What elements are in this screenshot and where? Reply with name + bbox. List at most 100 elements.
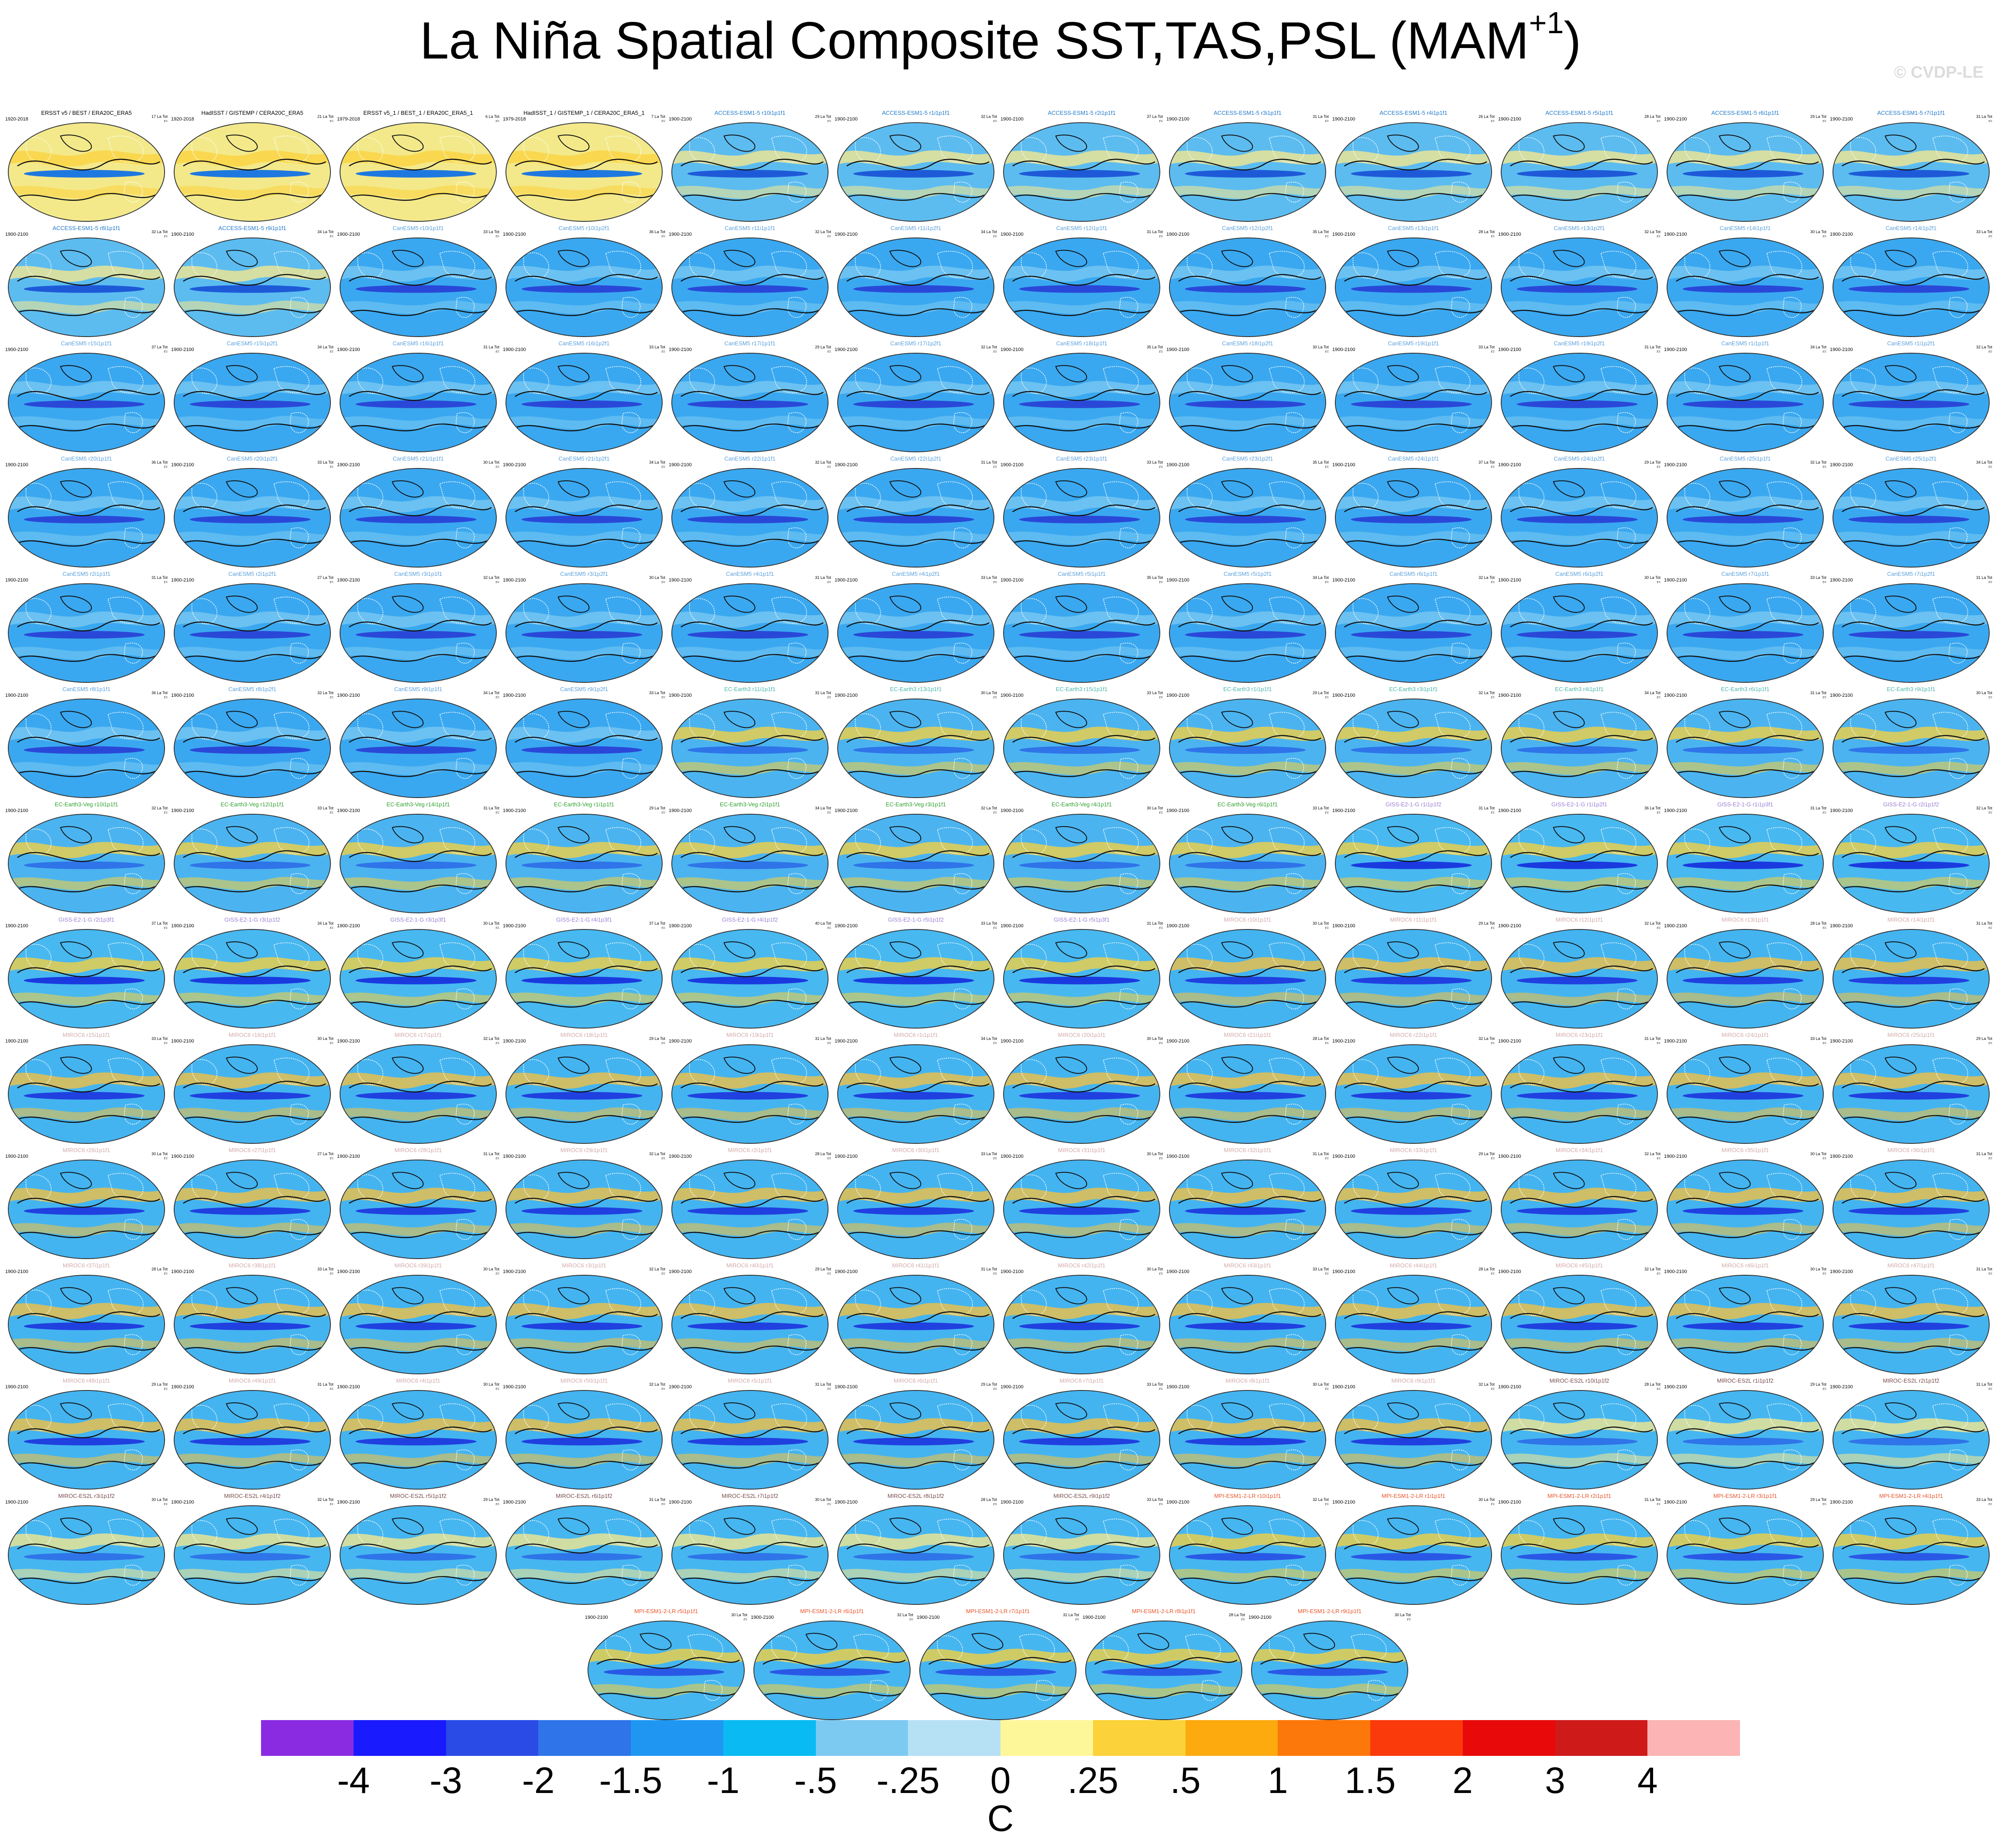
panel-years: 1900-2100: [1166, 1269, 1190, 1274]
panel-stats: 30 La Tot r=: [1810, 1267, 1826, 1276]
panel-years: 1900-2100: [669, 117, 692, 122]
colorbar-tick-label: -3: [430, 1760, 462, 1801]
world-map: [8, 1044, 165, 1144]
world-map: [1501, 814, 1658, 913]
map-panel: MIROC6 r22i1p1f1 1900-2100 32 La Tot r=: [1332, 1032, 1495, 1146]
world-map: [1833, 583, 1990, 683]
panel-years: 1900-2100: [1498, 923, 1521, 929]
world-map: [1667, 1044, 1824, 1144]
world-map: [1169, 1044, 1326, 1144]
map-panel: CanESM5 r13i1p1f1 1900-2100 28 La Tot r=: [1332, 225, 1495, 340]
panel-years: 1900-2100: [5, 347, 28, 352]
panel-years: 1900-2100: [669, 462, 692, 468]
panel-stats: 33 La Tot r=: [1313, 1267, 1329, 1276]
panel-title: MPI-ESM1-2-LR r10i1p1f1: [1214, 1493, 1281, 1499]
panel-years: 1900-2100: [1000, 1384, 1024, 1390]
world-map: [505, 353, 663, 452]
map-panel: CanESM5 r7i1p1f1 1900-2100 33 La Tot r=: [1664, 571, 1826, 685]
panel-title: CanESM5 r18i1p1f1: [1056, 341, 1107, 347]
world-map: [837, 1505, 994, 1605]
panel-title: ACCESS-ESM1-5 r1i1p1f1: [882, 110, 950, 116]
panel-years: 1900-2100: [1498, 347, 1521, 352]
panel-stats: 32 La Tot r=: [1644, 230, 1661, 238]
world-map: [1335, 1390, 1492, 1490]
panel-years: 1900-2100: [1498, 1269, 1521, 1274]
panel-title: CanESM5 r24i1p2f1: [1554, 456, 1605, 462]
map-panel: EC-Earth3 r9i1p1f1 1900-2100 30 La Tot r=: [1830, 686, 1992, 801]
panel-stats: 30 La Tot r=: [1478, 1497, 1495, 1506]
world-map: [174, 1275, 331, 1374]
panel-years: 1900-2100: [585, 1615, 608, 1620]
panel-title: EC-Earth3 r11i1p1f1: [724, 686, 776, 692]
colorbar-tick-label: -.25: [876, 1760, 940, 1801]
map-panel: CanESM5 r22i1p2f1 1900-2100 31 La Tot r=: [835, 456, 997, 570]
map-panel: CanESM5 r14i1p2f1 1900-2100 33 La Tot r=: [1830, 225, 1992, 340]
colorbar-box: [1185, 1720, 1278, 1756]
map-panel: MIROC-ES2L r1i1p1f2 1900-2100 29 La Tot r=: [1664, 1378, 1826, 1492]
map-panel: MPI-ESM1-2-LR r7i1p1f1 1900-2100 31 La Tot…: [917, 1608, 1079, 1723]
panel-stats: 30 La Tot r=: [1395, 1613, 1411, 1621]
panel-stats: 40 La Tot r=: [815, 921, 831, 930]
panel-title: MIROC-ES2L r4i1p1f2: [224, 1493, 281, 1499]
panel-title: MIROC6 r34i1p1f1: [1555, 1147, 1603, 1153]
map-panel: CanESM5 r19i1p2f1 1900-2100 31 La Tot r=: [1498, 341, 1661, 455]
world-map: [1667, 468, 1824, 568]
panel-stats: 31 La Tot r=: [1810, 691, 1826, 699]
panel-title: MPI-ESM1-2-LR r7i1p1f1: [966, 1608, 1030, 1614]
world-map: [837, 1044, 994, 1144]
world-map: [1251, 1621, 1408, 1720]
map-panel: CanESM5 r2i1p1f1 1900-2100 31 La Tot r=: [5, 571, 168, 685]
panel-stats: 32 La Tot r=: [981, 806, 997, 815]
panel-stats: 30 La Tot r=: [1313, 1382, 1329, 1391]
panel-years: 1900-2100: [5, 462, 28, 468]
world-map: [1501, 353, 1658, 452]
world-map: [671, 1275, 829, 1374]
world-map: [174, 814, 331, 913]
panel-title: CanESM5 r5i1p1f1: [1058, 571, 1106, 577]
map-panel: MIROC6 r23i1p1f1 1900-2100 31 La Tot r=: [1498, 1032, 1661, 1146]
panel-title: CanESM5 r25i1p2f1: [1885, 456, 1937, 462]
panel-years: 1900-2100: [1830, 347, 1853, 352]
world-map: [1501, 1390, 1658, 1490]
panel-stats: 30 La Tot r=: [1147, 1267, 1163, 1276]
panel-years: 1900-2100: [5, 1269, 28, 1274]
map-panel: GISS-E2-1-G r3i1p1f2 1900-2100 34 La Tot r…: [171, 917, 334, 1031]
world-map: [1169, 1275, 1326, 1374]
world-map: [1335, 468, 1492, 568]
panel-stats: 29 La Tot r=: [1644, 460, 1661, 469]
map-panel: CanESM5 r16i1p1f1 1900-2100 31 La Tot r=: [337, 341, 499, 455]
map-panel: GISS-E2-1-G r2i1p1f2 1900-2100 32 La Tot r…: [1830, 802, 1992, 916]
panel-stats: 32 La Tot r=: [815, 460, 831, 469]
panel-title: MIROC6 r32i1p1f1: [1224, 1147, 1272, 1153]
map-panel: CanESM5 r18i1p2f1 1900-2100 30 La Tot r=: [1166, 341, 1329, 455]
map-panel: CanESM5 r9i1p2f1 1900-2100 33 La Tot r=: [503, 686, 665, 801]
panel-title: CanESM5 r16i1p2f1: [558, 341, 610, 347]
panel-years: 1900-2100: [1000, 1269, 1024, 1274]
map-panel: MIROC6 r34i1p1f1 1900-2100 32 La Tot r=: [1498, 1147, 1661, 1262]
map-panel: ACCESS-ESM1-5 r3i1p1f1 1900-2100 31 La Tot…: [1166, 110, 1329, 224]
panel-title: MIROC6 r15i1p1f1: [62, 1032, 110, 1038]
panel-years: 1900-2100: [171, 808, 194, 813]
panel-years: 1900-2100: [1664, 808, 1687, 813]
map-panel: CanESM5 r6i1p1f1 1900-2100 32 La Tot r=: [1332, 571, 1495, 685]
map-panel: MIROC6 r29i1p1f1 1900-2100 32 La Tot r=: [503, 1147, 665, 1262]
map-panel: EC-Earth3-Veg r14i1p1f1 1900-2100 31 La To…: [337, 802, 499, 916]
panel-stats: 31 La Tot r=: [815, 575, 831, 584]
map-panel: MIROC6 r6i1p1f1 1900-2100 29 La Tot r=: [835, 1378, 997, 1492]
panel-title: MIROC6 r47i1p1f1: [1887, 1263, 1935, 1269]
colorbar-box: [1647, 1720, 1740, 1756]
map-panel: CanESM5 r2i1p2f1 1900-2100 27 La Tot r=: [171, 571, 334, 685]
map-panel: MIROC6 r36i1p1f1 1900-2100 31 La Tot r=: [1830, 1147, 1992, 1262]
watermark: © CVDP-LE: [1894, 63, 1984, 82]
panel-stats: 30 La Tot r=: [317, 1036, 334, 1045]
world-map: [1003, 468, 1160, 568]
map-panel: MIROC6 r18i1p1f1 1900-2100 29 La Tot r=: [503, 1032, 665, 1146]
panel-stats: 31 La Tot r=: [483, 345, 499, 354]
panel-stats: 30 La Tot r=: [483, 460, 499, 469]
world-map: [340, 1044, 497, 1144]
panel-title: CanESM5 r9i1p1f1: [394, 686, 442, 692]
world-map: [1667, 1505, 1824, 1605]
map-panel: GISS-E2-1-G r4i1p1f2 1900-2100 40 La Tot r…: [669, 917, 831, 1031]
panel-years: 1900-2100: [5, 808, 28, 813]
panel-title: CanESM5 r8i1p2f1: [228, 686, 276, 692]
